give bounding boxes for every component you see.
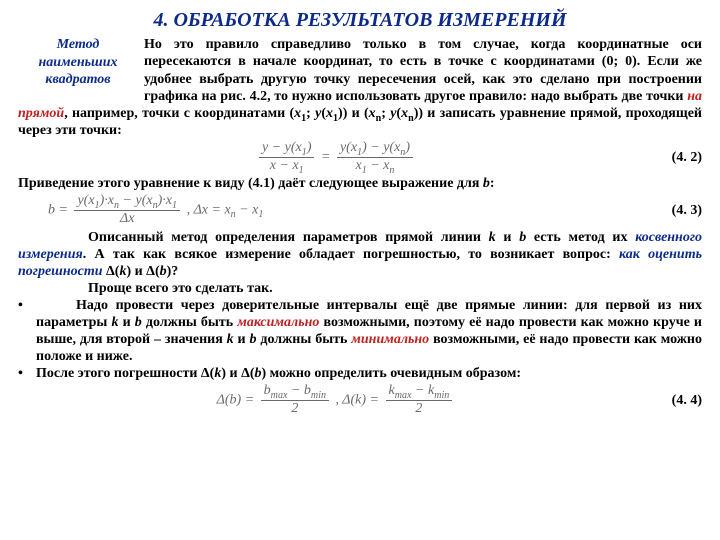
bullet-dot-icon: • — [18, 297, 36, 365]
intro-block: Метод наименьших квадратов Но это правил… — [18, 36, 702, 138]
eq43-formula: b = y(x1)·xn − y(xn)·x1Δx , Δx = xn − x1 — [48, 194, 263, 226]
eq42-number: (4. 2) — [654, 149, 702, 166]
paragraph-3: Описанный метод определения параметров п… — [18, 229, 702, 280]
bullet-1: • Надо провести через доверительные инте… — [18, 297, 702, 365]
bullet-dot-icon: • — [18, 365, 36, 382]
eq44-formula: Δ(b) = bmax − bmin2 , Δ(k) = kmax − kmin… — [217, 384, 456, 416]
paragraph-2: Приведение этого уравнение к виду (4.1) … — [18, 175, 702, 192]
equation-4-3: b = y(x1)·xn − y(xn)·x1Δx , Δx = xn − x1… — [18, 194, 702, 226]
equation-4-4: Δ(b) = bmax − bmin2 , Δ(k) = kmax − kmin… — [18, 384, 702, 416]
equation-4-2: y − y(x1)x − x1 = y(x1) − y(xn)x1 − xn (… — [18, 141, 702, 173]
page-title: 4. ОБРАБОТКА РЕЗУЛЬТАТОВ ИЗМЕРЕНИЙ — [18, 8, 702, 32]
paragraph-4: Проще всего это сделать так. — [18, 280, 702, 297]
method-label: Метод наименьших квадратов — [18, 36, 138, 89]
document-page: 4. ОБРАБОТКА РЕЗУЛЬТАТОВ ИЗМЕРЕНИЙ Метод… — [0, 0, 720, 427]
eq42-formula: y − y(x1)x − x1 = y(x1) − y(xn)x1 − xn — [256, 141, 416, 173]
bullet-2: • После этого погрешности Δ(k) и Δ(b) мо… — [18, 365, 702, 382]
eq44-number: (4. 4) — [654, 392, 702, 409]
bullet-1-text: Надо провести через доверительные интерв… — [36, 297, 702, 365]
eq43-number: (4. 3) — [654, 202, 702, 219]
bullet-2-text: После этого погрешности Δ(k) и Δ(b) можн… — [36, 365, 702, 382]
